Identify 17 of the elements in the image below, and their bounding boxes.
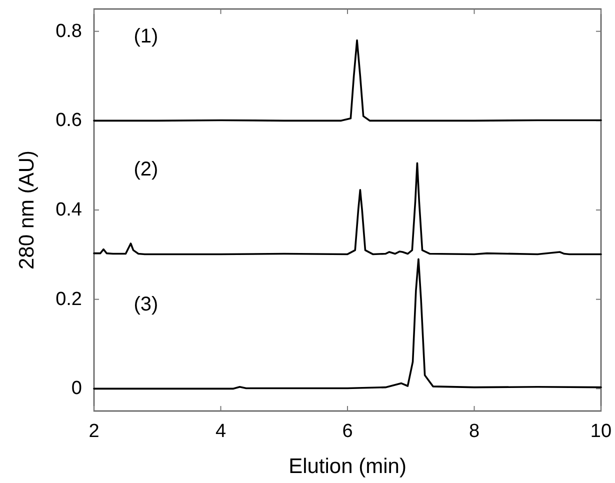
y-tick-label: 0.4 [56, 200, 82, 220]
y-axis-title: 280 nm (AU) [16, 150, 38, 270]
x-tick-label: 10 [590, 421, 612, 442]
line-series [93, 162, 602, 256]
annotation: (1) [134, 26, 158, 48]
y-tick-label: 0.8 [56, 20, 82, 42]
y-tick-label: 0 [71, 378, 82, 400]
annotation: (3) [134, 294, 158, 316]
y-tick-label: 0.6 [56, 110, 82, 132]
x-tick-label: 4 [215, 421, 226, 442]
y-tick-label: 0.2 [56, 288, 82, 310]
x-tick-label: 6 [342, 421, 353, 442]
line-series [93, 258, 602, 390]
x-tick-label: 8 [468, 421, 480, 442]
x-axis-title: Elution (min) [288, 455, 406, 478]
x-tick-label: 2 [88, 421, 100, 442]
annotation: (2) [134, 158, 158, 180]
